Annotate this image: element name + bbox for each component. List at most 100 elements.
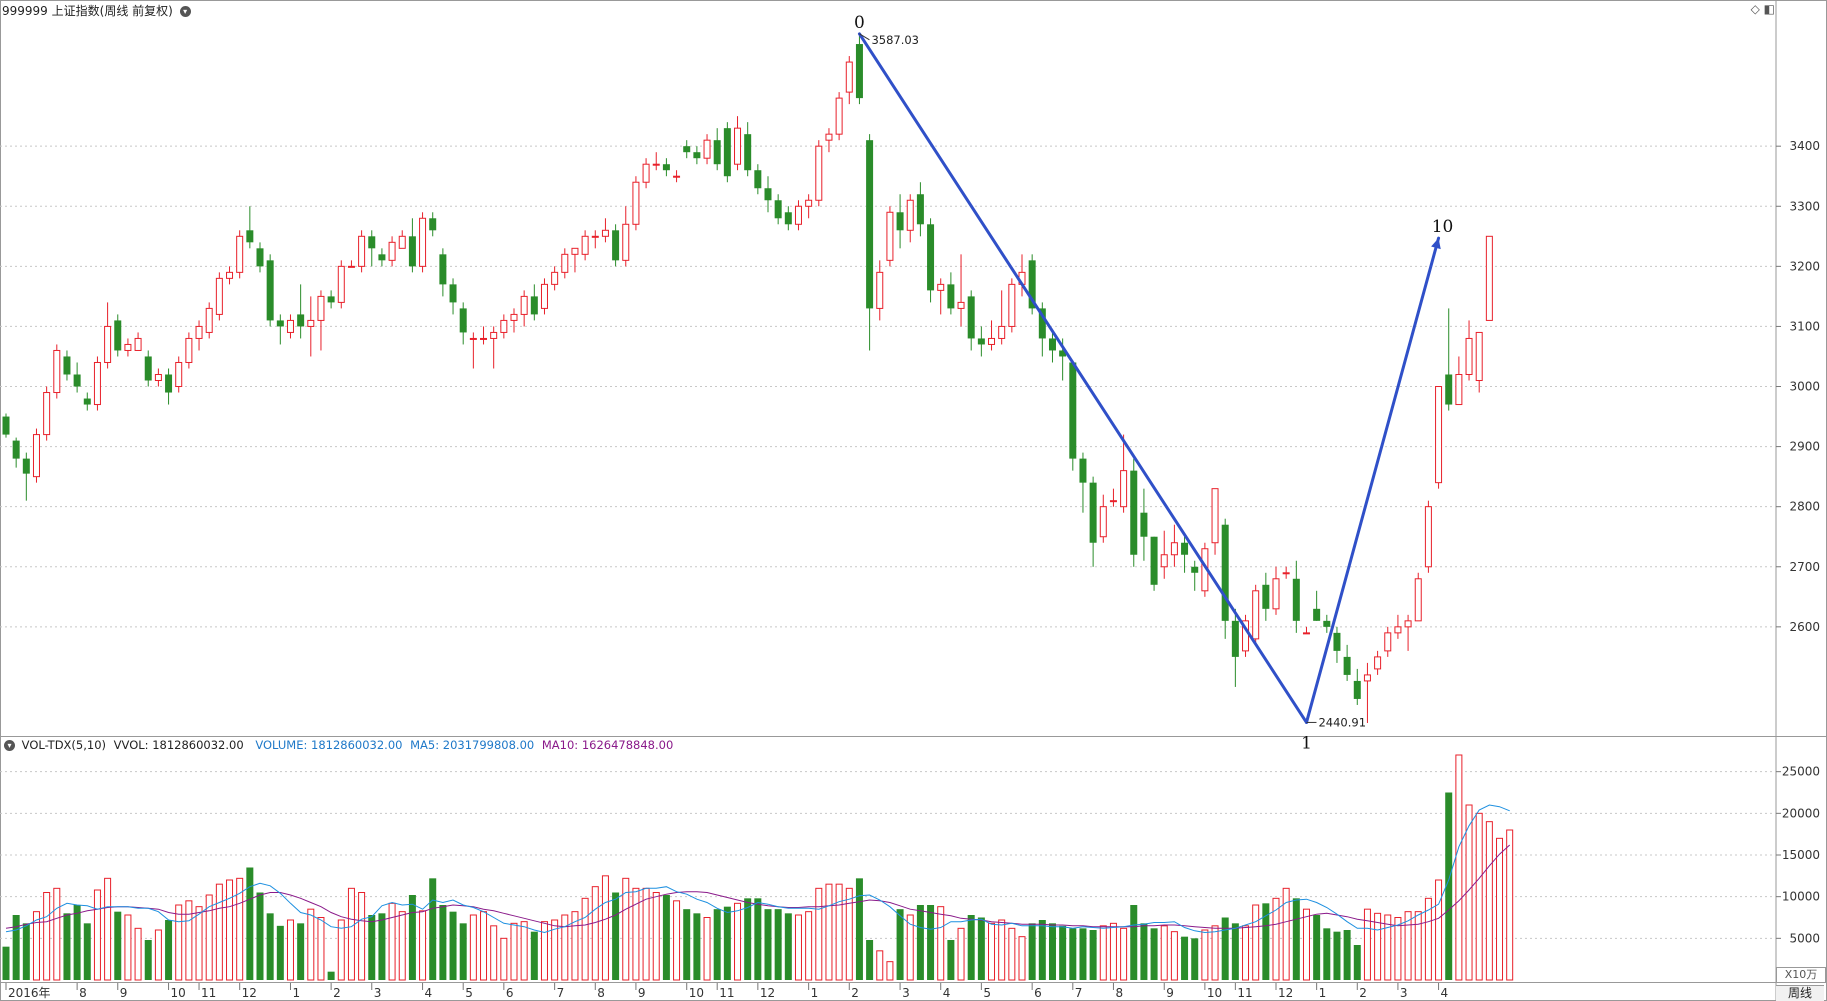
volume-bar bbox=[1099, 925, 1107, 981]
candle-body bbox=[998, 325, 1006, 339]
volume-bar bbox=[632, 887, 640, 981]
trend-lines[interactable] bbox=[857, 32, 1441, 724]
chevron-down-icon[interactable]: ▾ bbox=[4, 740, 15, 751]
candle-body bbox=[408, 236, 416, 267]
candle bbox=[1414, 572, 1422, 622]
candle bbox=[1089, 476, 1097, 567]
candle-body bbox=[1282, 572, 1290, 575]
volume-bar bbox=[1414, 911, 1422, 981]
candle bbox=[734, 116, 742, 171]
time-tick-label: 12 bbox=[242, 986, 257, 1000]
volume-bar bbox=[1424, 897, 1432, 981]
candle-body bbox=[63, 356, 71, 375]
volume-bar bbox=[286, 919, 294, 981]
candle-body bbox=[195, 325, 203, 339]
volume-bar bbox=[256, 892, 264, 980]
candle bbox=[632, 176, 640, 231]
candle bbox=[175, 356, 183, 393]
price-tick-label: 2600 bbox=[1789, 620, 1820, 634]
candle bbox=[1038, 302, 1046, 357]
volume-bar bbox=[1150, 928, 1158, 980]
volume-bar bbox=[1191, 938, 1199, 980]
volume-bar bbox=[1333, 931, 1341, 980]
price-tick-label: 3000 bbox=[1789, 380, 1820, 394]
volume-bar bbox=[144, 940, 152, 980]
candle bbox=[754, 164, 762, 195]
ma10-value: MA10: 1626478848.00 bbox=[541, 738, 674, 752]
volume-bar bbox=[480, 911, 488, 981]
volume-bars[interactable] bbox=[2, 754, 1514, 981]
candle bbox=[114, 314, 122, 357]
candle bbox=[378, 248, 386, 267]
candle-body bbox=[246, 230, 254, 243]
candle-body bbox=[1109, 500, 1117, 503]
volume-bar bbox=[551, 919, 559, 981]
volume-bar bbox=[1181, 936, 1189, 980]
candle-body bbox=[144, 356, 152, 381]
candle bbox=[906, 194, 914, 243]
candle-body bbox=[1252, 590, 1260, 640]
price-marker-label: 3587.03 bbox=[871, 33, 919, 47]
volume-bar bbox=[916, 905, 924, 980]
candle bbox=[571, 247, 579, 273]
candle-body bbox=[896, 212, 904, 231]
candle bbox=[612, 224, 620, 267]
volume-bar bbox=[1059, 925, 1067, 980]
panel-toggle-icon[interactable]: ◧ bbox=[1763, 2, 1775, 16]
volume-bar bbox=[500, 937, 508, 981]
volume-bar bbox=[1221, 917, 1229, 980]
volume-bar bbox=[622, 877, 630, 981]
candle-body bbox=[612, 230, 620, 261]
candle-body bbox=[1262, 584, 1270, 609]
candle bbox=[551, 266, 559, 291]
candle-body bbox=[520, 295, 528, 315]
time-tick-label: 12 bbox=[1278, 986, 1293, 1000]
volume-bar bbox=[1394, 917, 1402, 981]
candle-body bbox=[1292, 578, 1300, 621]
diamond-icon[interactable]: ◇ bbox=[1750, 2, 1760, 16]
candle bbox=[134, 332, 142, 351]
volume-bar bbox=[673, 900, 681, 981]
candle-body bbox=[1170, 542, 1178, 556]
candle bbox=[297, 284, 305, 339]
volume-bar bbox=[1140, 923, 1148, 980]
candle bbox=[683, 140, 691, 159]
time-tick-label: 9 bbox=[1166, 986, 1174, 1000]
ma5-value: MA5: 2031799808.00 bbox=[410, 738, 535, 752]
volume-bar bbox=[215, 883, 223, 981]
volume-bar bbox=[540, 921, 548, 981]
volume-bar bbox=[866, 940, 874, 980]
candle bbox=[73, 362, 81, 393]
candle-body bbox=[83, 398, 91, 405]
volume-bar bbox=[419, 910, 427, 981]
candle-body bbox=[713, 140, 721, 165]
volume-tick-label: 20000 bbox=[1782, 806, 1820, 820]
volume-bar bbox=[266, 913, 274, 980]
candle bbox=[510, 308, 518, 333]
volume-bar bbox=[581, 897, 589, 981]
volume-bar bbox=[683, 909, 691, 980]
volume-bar bbox=[32, 911, 40, 981]
candle bbox=[1353, 668, 1361, 705]
time-tick-label: 6 bbox=[506, 986, 514, 1000]
candlestick-series[interactable] bbox=[2, 33, 1493, 723]
candle-body bbox=[1302, 632, 1310, 635]
candle-body bbox=[93, 361, 101, 406]
volume-bar bbox=[693, 913, 701, 980]
candle bbox=[937, 278, 945, 315]
price-tick-label: 2700 bbox=[1789, 560, 1820, 574]
candle-body bbox=[266, 260, 274, 321]
candle bbox=[561, 248, 569, 279]
time-tick-label: 9 bbox=[638, 986, 646, 1000]
chevron-down-icon[interactable]: ▾ bbox=[179, 6, 191, 17]
candle-body bbox=[480, 337, 488, 340]
candle-body bbox=[1181, 542, 1189, 555]
candle bbox=[165, 368, 173, 405]
candle bbox=[957, 254, 965, 327]
candle bbox=[1404, 614, 1412, 651]
candle-body bbox=[561, 253, 569, 273]
volume-bar bbox=[1506, 829, 1514, 981]
period-button[interactable]: 周线 bbox=[1776, 985, 1824, 1001]
candle bbox=[327, 290, 335, 309]
